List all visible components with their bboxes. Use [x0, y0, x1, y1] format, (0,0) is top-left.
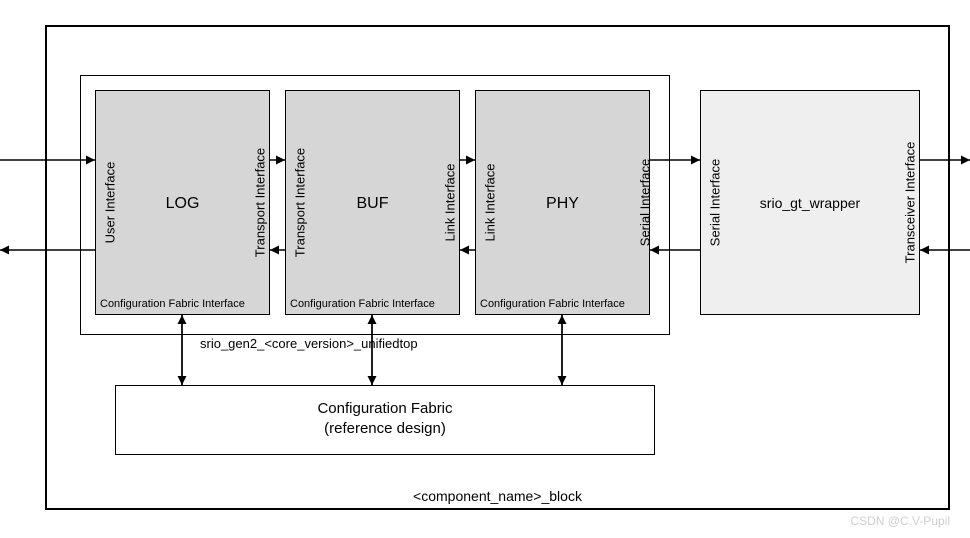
unifiedtop-label: srio_gen2_<core_version>_unifiedtop: [200, 336, 418, 351]
phy-left-if: Link Interface: [483, 153, 498, 253]
log-left-if: User Interface: [103, 153, 118, 253]
log-title: LOG: [95, 195, 270, 213]
outer-block-label: <component_name>_block: [45, 488, 950, 504]
phy-bottom-if: Configuration Fabric Interface: [480, 298, 625, 310]
phy-title: PHY: [475, 195, 650, 213]
log-right-if: Transport Interface: [253, 138, 268, 268]
watermark: CSDN @C.V-Pupil: [850, 514, 950, 528]
diagram-canvas: <component_name>_block srio_gen2_<core_v…: [0, 0, 970, 538]
buf-right-if: Link Interface: [443, 153, 458, 253]
buf-title: BUF: [285, 195, 460, 213]
config-fabric-line2: (reference design): [115, 420, 655, 437]
buf-bottom-if: Configuration Fabric Interface: [290, 298, 435, 310]
gt-title: srio_gt_wrapper: [700, 195, 920, 211]
log-bottom-if: Configuration Fabric Interface: [100, 298, 245, 310]
gt-left-if: Serial Interface: [708, 143, 723, 263]
phy-right-if: Serial Interface: [638, 143, 653, 263]
config-fabric-line1: Configuration Fabric: [115, 400, 655, 417]
buf-left-if: Transport Interface: [293, 138, 308, 268]
gt-right-if: Transceiver Interface: [903, 128, 918, 278]
